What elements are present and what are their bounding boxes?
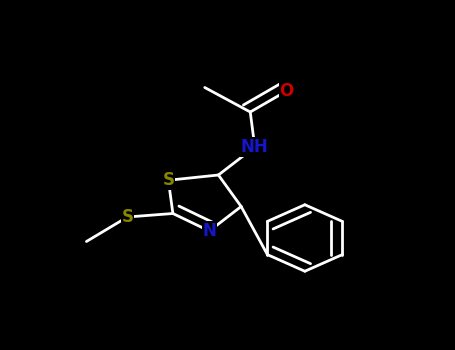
Text: N: N — [202, 222, 216, 240]
Text: O: O — [279, 82, 294, 100]
Text: S: S — [162, 171, 174, 189]
Text: NH: NH — [241, 138, 268, 156]
Text: S: S — [121, 208, 133, 226]
